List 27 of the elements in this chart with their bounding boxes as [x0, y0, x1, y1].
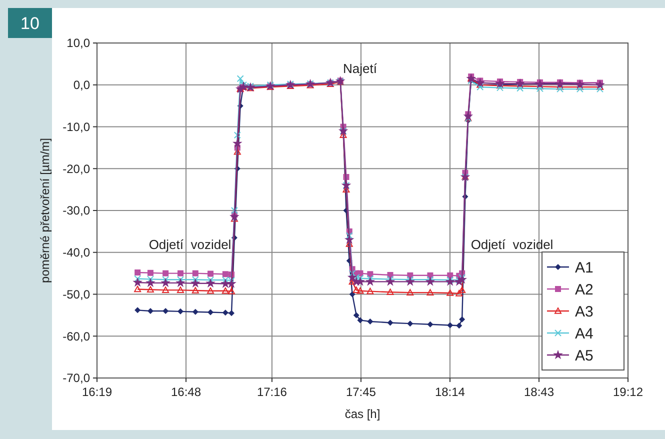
y-tick-label: 0,0 — [73, 78, 90, 92]
x-tick-label: 16:19 — [82, 385, 112, 399]
x-tick-label: 18:43 — [524, 385, 554, 399]
y-tick-label: -50,0 — [62, 287, 90, 302]
legend-label: A5 — [575, 347, 594, 364]
y-axis-title: poměrné přetvoření [µm/m] — [38, 138, 52, 283]
legend-label: A1 — [575, 259, 594, 276]
y-tick-label: 10,0 — [66, 36, 90, 50]
text: 10 — [20, 14, 40, 33]
y-tick-label: -70,0 — [62, 371, 90, 386]
y-tick-label: -40,0 — [62, 246, 90, 260]
x-tick-label: 19:12 — [612, 385, 644, 399]
annotation: Odjetí vozidel — [148, 237, 232, 252]
y-tick-label: -30,0 — [62, 204, 90, 218]
x-tick-label: 17:45 — [346, 385, 376, 399]
legend-label: A3 — [575, 303, 594, 320]
y-tick-label: -60,0 — [62, 329, 90, 344]
x-axis-title: čas [h] — [344, 407, 380, 421]
legend-label: A4 — [575, 325, 594, 342]
annotation: Najetí — [343, 61, 378, 76]
x-tick-label: 16:48 — [170, 385, 202, 399]
legend-label: A2 — [575, 281, 594, 298]
x-tick-label: 17:16 — [256, 385, 288, 399]
y-tick-label: -20,0 — [62, 162, 90, 176]
y-tick-label: -10,0 — [62, 120, 90, 134]
x-tick-label: 18:14 — [434, 385, 466, 399]
annotation: Odjetí vozidel — [470, 237, 554, 252]
